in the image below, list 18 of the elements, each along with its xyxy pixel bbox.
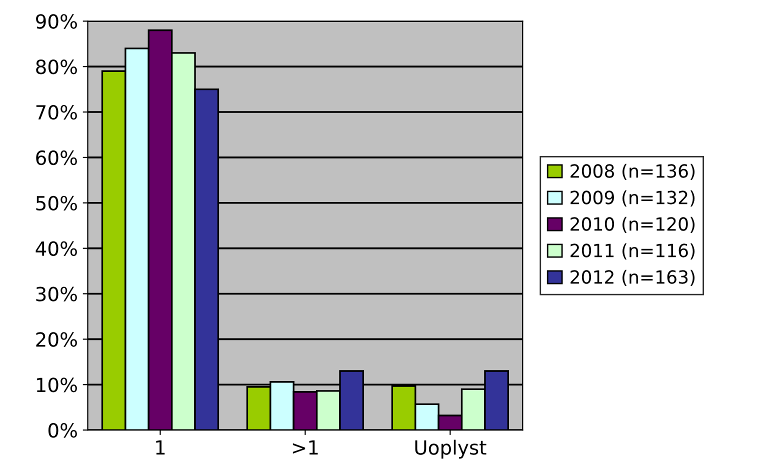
y-tick-label: 50% bbox=[36, 196, 77, 211]
legend-label: 2012 (n=163) bbox=[570, 270, 695, 286]
y-tick-label: 30% bbox=[36, 286, 77, 302]
y-tick-label: 80% bbox=[36, 60, 77, 74]
y-tick-label: 20% bbox=[36, 332, 77, 347]
y-tick-label: 0% bbox=[48, 423, 77, 438]
y-tick-label: 70% bbox=[36, 104, 77, 120]
y-tick-label: 40% bbox=[36, 241, 77, 256]
legend-label: 2010 (n=120) bbox=[570, 216, 695, 233]
legend-label: 2009 (n=132) bbox=[570, 190, 695, 206]
x-tick-label: Uoplyst bbox=[415, 440, 486, 459]
x-tick-label: 1 bbox=[156, 440, 165, 455]
y-tick-label: 60% bbox=[36, 150, 77, 166]
y-tick-label: 90% bbox=[36, 14, 77, 29]
x-tick-label: >1 bbox=[292, 440, 318, 455]
legend-label: 2011 (n=116) bbox=[570, 243, 695, 260]
y-tick-label: 10% bbox=[36, 378, 77, 392]
legend-label: 2008 (n=136) bbox=[570, 164, 695, 180]
